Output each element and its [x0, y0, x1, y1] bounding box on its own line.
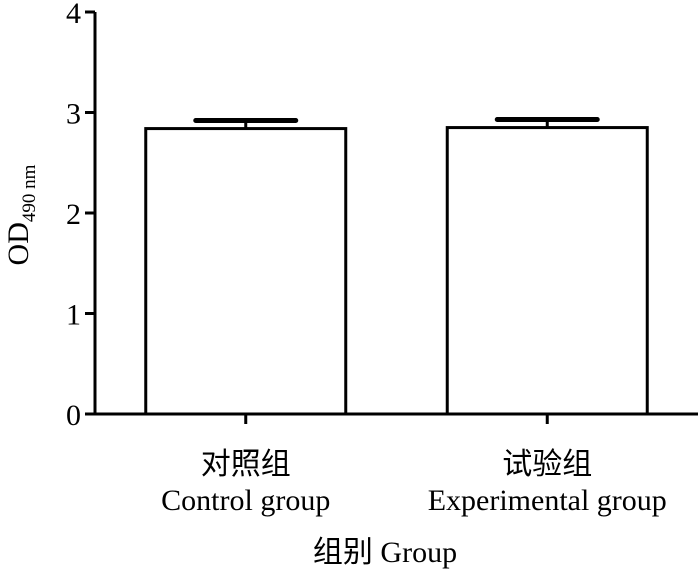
x-tick-label: Control group	[161, 484, 330, 517]
y-label-subscript: 490 nm	[19, 164, 40, 222]
x-tick-label: Experimental group	[428, 484, 667, 517]
y-tick-label: 2	[66, 198, 81, 231]
y-label-main: OD	[2, 222, 35, 265]
y-tick-label: 0	[66, 399, 81, 432]
x-tick-label: 对照组	[201, 448, 291, 481]
bar	[445, 126, 649, 416]
x-axis-label: 组别 Group	[313, 536, 457, 569]
y-axis-label: OD490 nm	[2, 164, 40, 265]
bar	[144, 127, 348, 416]
x-tick-label: 试验组	[502, 448, 592, 481]
y-tick-label: 3	[66, 98, 81, 131]
y-tick-label: 4	[66, 0, 81, 30]
y-tick-label: 1	[66, 299, 81, 332]
